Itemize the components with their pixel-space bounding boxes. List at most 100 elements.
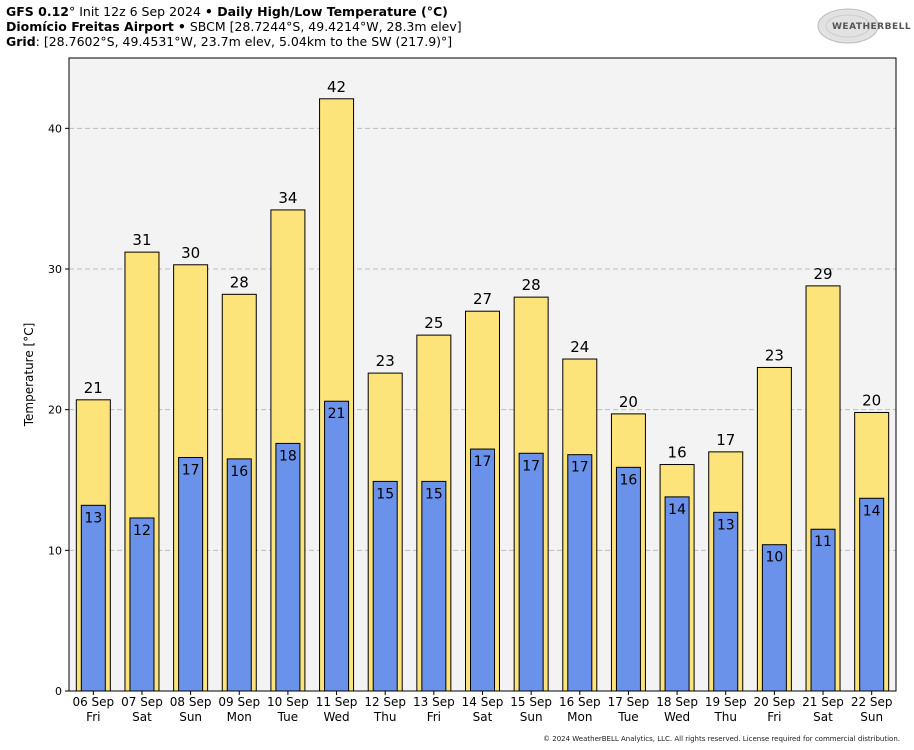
y-tick-label: 20 (48, 404, 62, 417)
high-value-label: 24 (570, 338, 589, 356)
high-value-label: 25 (424, 314, 443, 332)
x-tick-weekday: Sat (473, 710, 493, 724)
y-tick-label: 0 (55, 685, 62, 698)
grid-info: : [28.7602°S, 49.4531°W, 23.7m elev, 5.0… (35, 34, 453, 49)
x-tick-weekday: Mon (567, 710, 592, 724)
x-tick-date: 15 Sep (510, 695, 552, 709)
high-value-label: 28 (522, 276, 541, 294)
init-time: Init 12z 6 Sep 2024 (75, 4, 205, 19)
plot-frame (68, 57, 897, 692)
low-value-label: 17 (182, 462, 200, 478)
high-value-label: 23 (765, 346, 784, 364)
x-tick-weekday: Fri (427, 710, 441, 724)
low-value-label: 17 (571, 460, 589, 476)
low-value-label: 15 (376, 486, 394, 502)
low-value-label: 13 (84, 510, 102, 526)
logo-text: WEATHERBELL (832, 22, 912, 32)
low-value-label: 14 (668, 502, 686, 518)
header-line-3: Grid: [28.7602°S, 49.4531°W, 23.7m elev,… (6, 34, 462, 49)
x-tick-date: 12 Sep (364, 695, 406, 709)
low-value-label: 14 (863, 503, 881, 519)
high-value-label: 42 (327, 78, 346, 96)
low-value-label: 15 (425, 486, 443, 502)
station-info: SBCM [28.7244°S, 49.4214°W, 28.3m elev] (185, 19, 462, 34)
x-tick-weekday: Tue (617, 710, 639, 724)
high-value-label: 21 (84, 379, 103, 397)
x-tick-weekday: Fri (767, 710, 781, 724)
low-bar (421, 480, 447, 692)
header-line-1: GFS 0.12° Init 12z 6 Sep 2024 • Daily Hi… (6, 4, 448, 19)
low-bar (810, 528, 836, 692)
x-tick-weekday: Sun (860, 710, 883, 724)
x-tick-date: 19 Sep (705, 695, 747, 709)
low-bar (761, 544, 787, 692)
low-bar (178, 456, 204, 692)
x-tick-date: 11 Sep (316, 695, 358, 709)
x-tick-weekday: Mon (227, 710, 252, 724)
chart-header: GFS 0.12° Init 12z 6 Sep 2024 • Daily Hi… (6, 4, 462, 49)
x-tick-date: 08 Sep (170, 695, 212, 709)
x-tick-date: 21 Sep (802, 695, 844, 709)
low-value-label: 17 (522, 458, 540, 474)
high-value-label: 16 (668, 444, 687, 462)
station-name: Diomício Freitas Airport (6, 19, 174, 34)
low-value-label: 17 (474, 454, 492, 470)
high-value-label: 34 (278, 189, 297, 207)
y-tick-label: 30 (48, 263, 62, 276)
x-tick-date: 16 Sep (559, 695, 601, 709)
low-value-label: 16 (620, 472, 638, 488)
x-tick-date: 09 Sep (218, 695, 260, 709)
y-axis-label: Temperature [°C] (22, 323, 36, 428)
low-bar (470, 448, 495, 692)
y-tick-label: 40 (48, 122, 62, 135)
x-tick-date: 10 Sep (267, 695, 309, 709)
low-bar (713, 511, 739, 692)
x-tick-date: 22 Sep (851, 695, 893, 709)
low-bar (80, 504, 106, 692)
x-tick-date: 13 Sep (413, 695, 455, 709)
x-tick-weekday: Sun (179, 710, 202, 724)
x-tick-weekday: Wed (323, 710, 349, 724)
low-value-label: 11 (814, 534, 832, 550)
high-value-label: 30 (181, 244, 200, 262)
header-line-2: Diomício Freitas Airport • SBCM [28.7244… (6, 19, 462, 34)
low-bar (859, 497, 885, 692)
x-tick-date: 17 Sep (608, 695, 650, 709)
x-tick-weekday: Sun (520, 710, 543, 724)
high-value-label: 27 (473, 290, 492, 308)
low-bar (324, 400, 350, 692)
x-tick-weekday: Wed (664, 710, 690, 724)
low-value-label: 21 (328, 406, 346, 422)
x-tick-date: 20 Sep (754, 695, 796, 709)
x-tick-weekday: Tue (277, 710, 299, 724)
copyright-footer: © 2024 WeatherBELL Analytics, LLC. All r… (543, 735, 900, 743)
product-title: Daily High/Low Temperature (°C) (212, 4, 448, 19)
model-name: GFS 0.12 (6, 4, 69, 19)
high-value-label: 20 (862, 391, 881, 409)
low-bar (275, 442, 301, 692)
low-bar (372, 480, 398, 692)
x-tick-date: 06 Sep (72, 695, 114, 709)
x-tick-weekday: Sat (813, 710, 833, 724)
high-value-label: 23 (376, 352, 395, 370)
low-bar (129, 517, 155, 692)
low-value-label: 18 (279, 448, 297, 464)
low-bar (567, 454, 593, 692)
high-value-label: 28 (230, 273, 249, 291)
low-value-label: 16 (230, 464, 248, 480)
low-value-label: 13 (717, 517, 735, 533)
low-bar (615, 466, 641, 692)
low-bar (664, 496, 690, 692)
low-bar (226, 458, 252, 692)
x-tick-date: 14 Sep (462, 695, 504, 709)
high-value-label: 29 (813, 265, 832, 283)
grid-label: Grid (6, 34, 36, 49)
high-value-label: 17 (716, 431, 735, 449)
weatherbell-logo-icon (817, 8, 879, 44)
high-value-label: 20 (619, 393, 638, 411)
x-tick-weekday: Thu (373, 710, 397, 724)
low-value-label: 12 (133, 523, 151, 539)
high-value-label: 31 (132, 231, 151, 249)
x-tick-date: 18 Sep (656, 695, 698, 709)
